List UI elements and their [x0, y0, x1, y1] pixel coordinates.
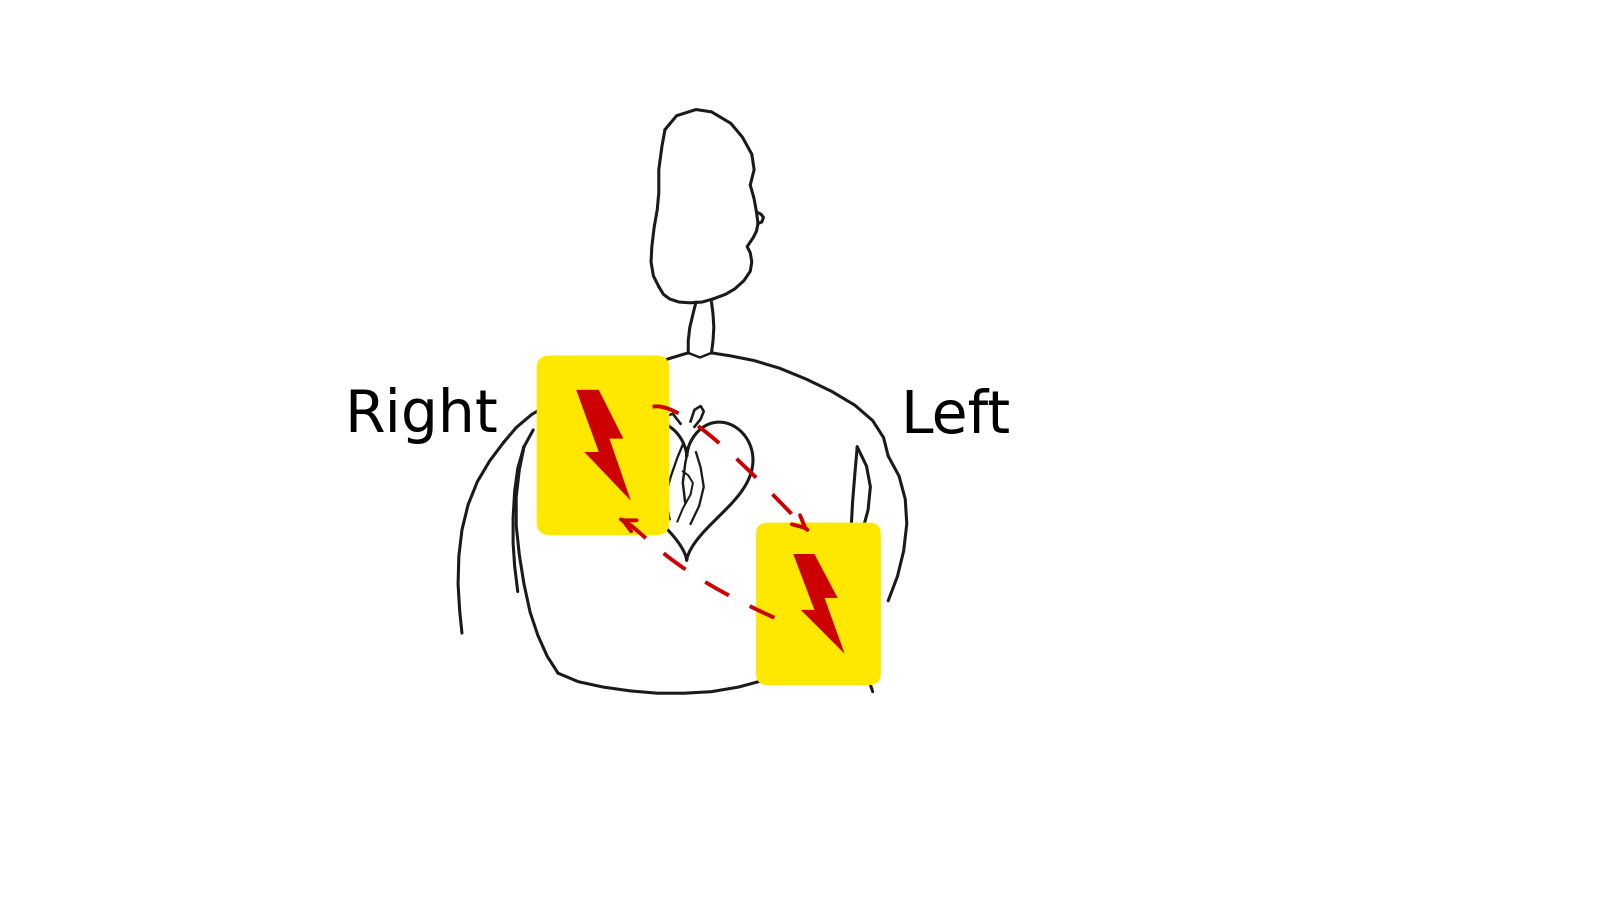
Text: Right: Right — [344, 388, 498, 445]
Polygon shape — [576, 390, 630, 500]
Polygon shape — [794, 554, 845, 653]
FancyBboxPatch shape — [755, 523, 882, 685]
FancyBboxPatch shape — [536, 356, 669, 535]
Text: Left: Left — [901, 388, 1011, 445]
